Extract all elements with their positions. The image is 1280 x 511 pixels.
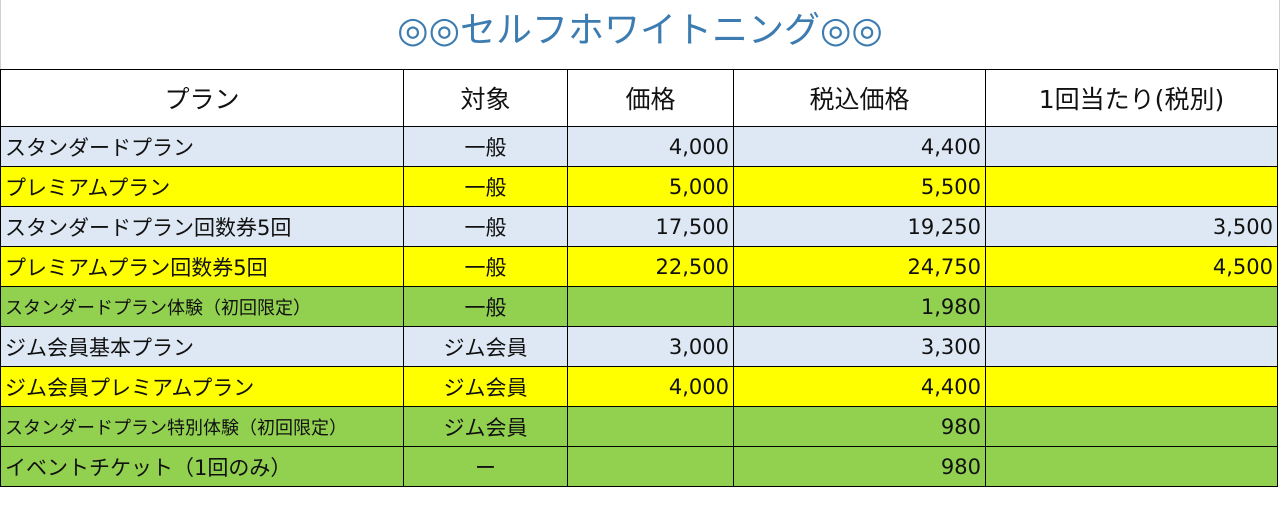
target-cell: 一般 <box>403 166 568 207</box>
tax-price-cell: 5,500 <box>733 166 986 207</box>
header-row: プラン 対象 価格 税込価格 1回当たり(税別) <box>0 69 1278 127</box>
table-row: イベントチケット（1回のみ）ー 980 <box>0 446 1278 487</box>
per-visit-cell: 4,500 <box>985 246 1278 287</box>
plan-cell: イベントチケット（1回のみ） <box>0 446 404 487</box>
price-cell: 4,000 <box>567 366 734 407</box>
per-visit-cell: 3,500 <box>985 206 1278 247</box>
tax-price-cell: 980 <box>733 446 986 487</box>
table-row: スタンダードプラン特別体験（初回限定） ジム会員 980 <box>0 406 1278 447</box>
plan-cell: ジム会員プレミアムプラン <box>0 366 404 407</box>
per-visit-cell <box>985 286 1278 327</box>
per-visit-cell <box>985 126 1278 167</box>
plan-cell: ジム会員基本プラン <box>0 326 404 367</box>
tax-price-cell: 24,750 <box>733 246 986 287</box>
price-cell: 4,000 <box>567 126 734 167</box>
target-cell: 一般 <box>403 126 568 167</box>
price-table: プラン 対象 価格 税込価格 1回当たり(税別) スタンダードプラン 一般 4,00… <box>0 69 1278 487</box>
tax-price-cell: 19,250 <box>733 206 986 247</box>
per-visit-cell <box>985 366 1278 407</box>
plan-cell: スタンダードプラン体験（初回限定） <box>0 286 404 327</box>
price-cell <box>567 286 734 327</box>
header-price: 価格 <box>567 69 734 127</box>
sheet-left-edge <box>0 0 1 70</box>
price-cell: 22,500 <box>567 246 734 287</box>
tax-price-cell: 980 <box>733 406 986 447</box>
price-cell: 17,500 <box>567 206 734 247</box>
price-cell <box>567 406 734 447</box>
target-cell: 一般 <box>403 206 568 247</box>
table-row: ジム会員基本プラン ジム会員 3,000 3,300 <box>0 326 1278 367</box>
plan-cell: プレミアムプラン <box>0 166 404 207</box>
plan-cell: プレミアムプラン回数券5回 <box>0 246 404 287</box>
header-tax-price: 税込価格 <box>733 69 986 127</box>
plan-cell: スタンダードプラン特別体験（初回限定） <box>0 406 404 447</box>
target-cell: ジム会員 <box>403 366 568 407</box>
plan-cell: スタンダードプラン <box>0 126 404 167</box>
table-row: プレミアムプラン 一般 5,000 5,500 <box>0 166 1278 207</box>
table-row: スタンダードプラン 一般 4,000 4,400 <box>0 126 1278 167</box>
price-cell <box>567 446 734 487</box>
tax-price-cell: 1,980 <box>733 286 986 327</box>
per-visit-cell <box>985 326 1278 367</box>
table-row: ジム会員プレミアムプラン ジム会員 4,000 4,400 <box>0 366 1278 407</box>
header-target: 対象 <box>403 69 568 127</box>
target-cell: ー <box>403 446 568 487</box>
header-per-visit: 1回当たり(税別) <box>985 69 1278 127</box>
target-cell: 一般 <box>403 286 568 327</box>
plan-cell: スタンダードプラン回数券5回 <box>0 206 404 247</box>
table-row: スタンダードプラン体験（初回限定） 一般 1,980 <box>0 286 1278 327</box>
per-visit-cell <box>985 406 1278 447</box>
header-plan: プラン <box>0 69 404 127</box>
target-cell: 一般 <box>403 246 568 287</box>
price-table-body: スタンダードプラン 一般 4,000 4,400 プレミアムプラン 一般 5,000 5,50… <box>0 126 1278 487</box>
table-row: スタンダードプラン回数券5回 一般 17,500 19,250 3,500 <box>0 206 1278 247</box>
target-cell: ジム会員 <box>403 406 568 447</box>
tax-price-cell: 4,400 <box>733 366 986 407</box>
page-title: ◎◎セルフホワイトニング◎◎ <box>397 10 883 51</box>
price-cell: 5,000 <box>567 166 734 207</box>
target-cell: ジム会員 <box>403 326 568 367</box>
price-cell: 3,000 <box>567 326 734 367</box>
table-row: プレミアムプラン回数券5回 一般 22,500 24,750 4,500 <box>0 246 1278 287</box>
tax-price-cell: 4,400 <box>733 126 986 167</box>
tax-price-cell: 3,300 <box>733 326 986 367</box>
per-visit-cell <box>985 446 1278 487</box>
per-visit-cell <box>985 166 1278 207</box>
